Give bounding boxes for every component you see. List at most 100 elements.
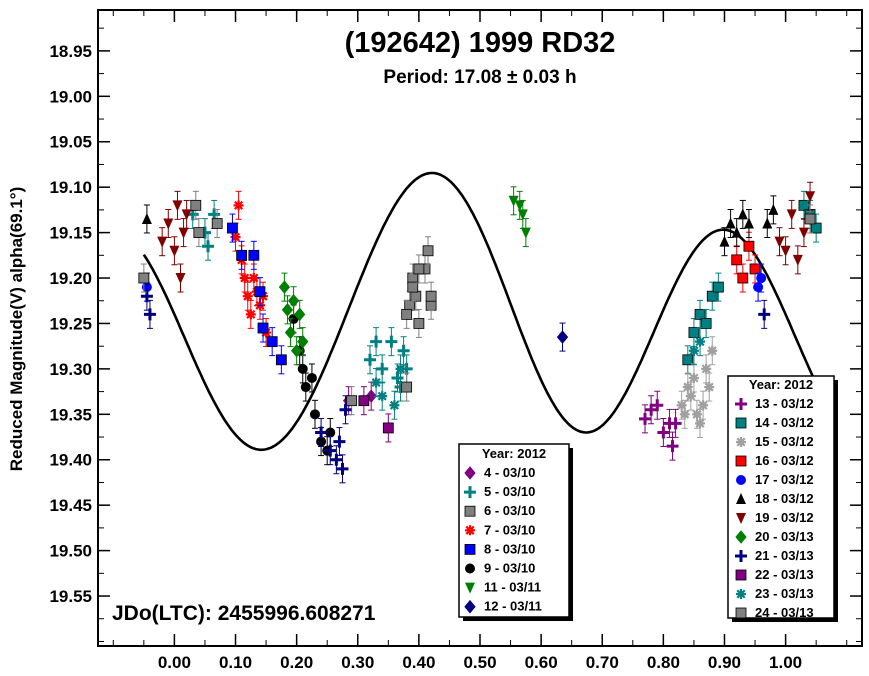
- data-point: [774, 227, 785, 257]
- legend-entry: 6 - 03/10: [464, 503, 535, 518]
- y-tick-label: 19.50: [49, 542, 92, 561]
- legend-entry-label: 15 - 03/12: [755, 434, 814, 449]
- legend-entry-label: 19 - 03/12: [755, 510, 814, 525]
- data-point: [339, 395, 352, 425]
- data-point: [385, 327, 398, 357]
- legend-entry-label: 17 - 03/12: [755, 472, 814, 487]
- data-point: [425, 281, 437, 311]
- data-point: [382, 413, 394, 443]
- legend-entry-label: 14 - 03/12: [755, 415, 814, 430]
- data-point: [266, 327, 278, 357]
- chart-title: (192642) 1999 RD32: [345, 27, 616, 59]
- data-point: [645, 395, 658, 425]
- legend-entry: 23 - 03/13: [736, 586, 814, 601]
- x-tick-label: 0.20: [280, 653, 313, 672]
- data-point: [688, 363, 699, 393]
- legend-entry-label: 22 - 03/13: [755, 567, 814, 582]
- legend-right: Year: 2012 13 - 03/12 14 - 03/12 15 - 03/1…: [727, 375, 838, 622]
- y-tick-label: 19.25: [49, 314, 92, 333]
- legend-entry-label: 6 - 03/10: [484, 503, 535, 518]
- data-point: [157, 227, 168, 257]
- data-point: [413, 254, 425, 284]
- data-point: [762, 209, 773, 239]
- data-point: [389, 390, 400, 420]
- data-point: [257, 313, 269, 343]
- data-point: [300, 372, 311, 402]
- data-point: [707, 336, 718, 366]
- data-point: [679, 399, 690, 429]
- legend-entry-label: 20 - 03/13: [755, 529, 814, 544]
- x-tick-label: 0.10: [219, 653, 252, 672]
- data-point: [704, 372, 715, 402]
- chart-subtitle: Period: 17.08 ± 0.03 h: [383, 67, 576, 88]
- x-tick-label: 0.70: [586, 653, 619, 672]
- legend-entry-label: 13 - 03/12: [755, 396, 814, 411]
- y-tick-label: 19.35: [49, 405, 92, 424]
- data-point: [700, 308, 712, 338]
- legend-entry: 7 - 03/10: [465, 522, 535, 537]
- data-point: [756, 263, 767, 293]
- data-point: [556, 322, 569, 352]
- data-point: [254, 277, 266, 307]
- data-point: [169, 236, 180, 266]
- legend-entry: 13 - 03/12: [735, 396, 814, 411]
- x-axis-ticks: 0.00 0.10 0.20 0.30 0.40 0.50 0.60 0.70 0.80 0.90…: [112, 10, 848, 672]
- data-point: [669, 408, 682, 438]
- legend-entry: 4 - 03/10: [464, 465, 535, 480]
- data-point: [520, 218, 531, 248]
- legend-entry-label: 18 - 03/12: [755, 491, 814, 506]
- legend-right-title: Year: 2012: [749, 377, 813, 392]
- data-point: [245, 299, 256, 329]
- data-point: [753, 272, 764, 302]
- legend-entry: 20 - 03/13: [735, 529, 814, 544]
- data-point: [508, 186, 519, 216]
- data-point: [290, 336, 303, 366]
- data-point: [743, 209, 754, 239]
- legend-entry-label: 23 - 03/13: [755, 586, 814, 601]
- legend-entry: 9 - 03/10: [465, 561, 535, 576]
- data-point: [315, 417, 328, 447]
- data-point: [395, 354, 406, 384]
- y-tick-label: 19.30: [49, 360, 92, 379]
- data-point: [698, 390, 709, 420]
- x-tick-label: 0.50: [463, 653, 496, 672]
- legend-entry-label: 5 - 03/10: [484, 484, 535, 499]
- data-point: [651, 390, 664, 420]
- data-point: [346, 386, 358, 416]
- y-tick-label: 19.10: [49, 178, 92, 197]
- x-tick-label: 0.90: [708, 653, 741, 672]
- data-point: [768, 195, 779, 225]
- data-point: [172, 190, 183, 220]
- data-point: [657, 417, 670, 447]
- data-point: [639, 404, 652, 434]
- fit-curve: [142, 171, 818, 452]
- y-tick-label: 19.05: [49, 133, 92, 152]
- data-point: [297, 327, 309, 357]
- data-point: [141, 204, 152, 234]
- data-point: [248, 240, 260, 270]
- data-point: [211, 209, 223, 239]
- data-point: [792, 245, 803, 275]
- data-point: [143, 299, 156, 329]
- data-point: [178, 218, 189, 248]
- legend-entry-label: 11 - 03/11: [484, 580, 541, 595]
- data-point: [397, 336, 410, 366]
- legend-entry: 16 - 03/12: [735, 453, 814, 468]
- y-tick-label: 19.55: [49, 587, 92, 606]
- data-point: [749, 254, 761, 284]
- data-point: [278, 272, 291, 302]
- data-point: [281, 295, 294, 325]
- legend-entry: 17 - 03/12: [736, 472, 814, 487]
- legend-entry-label: 4 - 03/10: [484, 465, 535, 480]
- data-point: [233, 190, 244, 220]
- y-axis-label: Reduced Magnitude(V) alpha(69.1°): [7, 187, 26, 472]
- data-point: [330, 445, 343, 475]
- x-tick-label: 0.80: [647, 653, 680, 672]
- data-point: [695, 327, 706, 357]
- data-point: [275, 345, 287, 375]
- data-point: [324, 436, 337, 466]
- legend-left-title: Year: 2012: [482, 446, 546, 461]
- data-point: [202, 231, 215, 261]
- legend-entry: 12 - 03/11: [464, 599, 542, 614]
